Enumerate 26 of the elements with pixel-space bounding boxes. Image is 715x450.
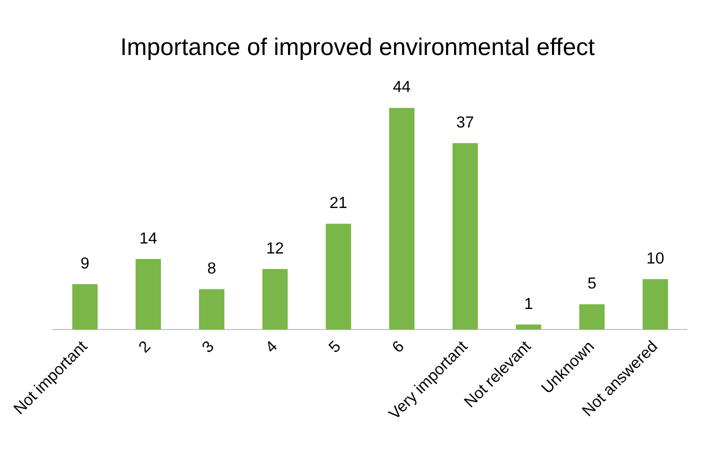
- bar: [579, 304, 605, 330]
- data-label: 10: [646, 250, 664, 268]
- bar: [198, 289, 224, 330]
- bar: [452, 143, 478, 330]
- data-label: 9: [80, 256, 90, 273]
- x-tick-label: 2: [136, 338, 154, 357]
- data-label: 12: [266, 240, 284, 258]
- data-label: 21: [330, 195, 348, 212]
- data-label: 37: [456, 114, 474, 132]
- data-label: 5: [587, 276, 596, 293]
- bar: [136, 258, 161, 330]
- data-label: 14: [139, 230, 158, 248]
- x-tick-label: 3: [199, 338, 218, 357]
- x-tick-label: 6: [389, 338, 408, 357]
- bar: [72, 284, 98, 330]
- bar: [326, 224, 352, 330]
- chart-title: Importance of improved environmental effect: [120, 34, 596, 62]
- data-label: 8: [207, 260, 216, 278]
- bar: [389, 108, 414, 330]
- data-label: 1: [524, 296, 534, 313]
- data-label: 44: [392, 79, 411, 96]
- bar: [642, 279, 668, 330]
- x-tick-label: 4: [262, 338, 282, 357]
- bar: [516, 324, 542, 330]
- x-tick-label: 5: [326, 338, 344, 357]
- bar: [262, 269, 288, 330]
